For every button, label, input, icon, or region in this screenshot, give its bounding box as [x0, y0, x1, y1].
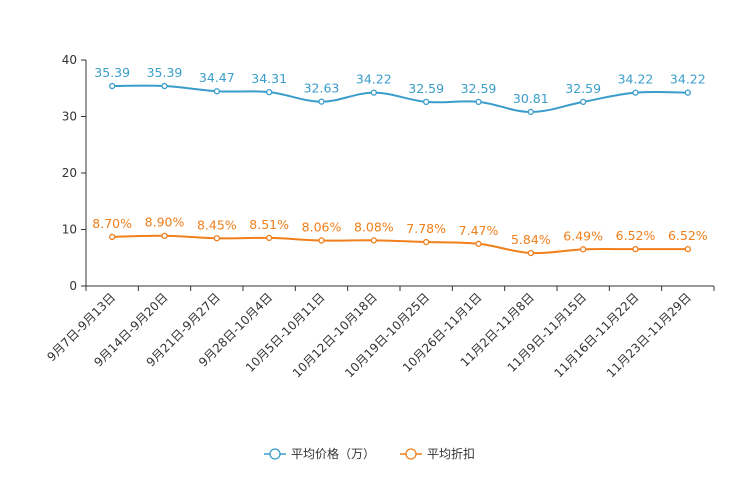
y-tick-label: 30 — [62, 110, 77, 124]
data-point — [423, 98, 430, 106]
data-label: 32.59 — [461, 81, 497, 96]
data-point — [318, 98, 325, 105]
data-point — [213, 235, 220, 242]
data-label: 34.47 — [199, 70, 235, 85]
data-point — [632, 89, 639, 96]
legend-label: 平均价格（万） — [291, 446, 375, 461]
data-point — [318, 237, 325, 244]
data-point — [370, 89, 377, 96]
series-line — [112, 84, 688, 113]
data-label: 7.78% — [406, 221, 446, 236]
legend: 平均价格（万） 平均折扣 — [264, 446, 475, 461]
series-2: 8.70% 8.90% 8.45% 8.51% 8.06% 8.08% 7.78% 7.47%… — [92, 215, 708, 257]
data-point — [527, 108, 534, 116]
data-point — [632, 246, 639, 253]
data-label: 8.70% — [92, 216, 132, 231]
data-label: 6.49% — [563, 228, 603, 243]
data-point — [161, 82, 168, 90]
data-point — [423, 238, 430, 246]
data-point — [109, 82, 116, 90]
data-label: 34.31 — [251, 71, 287, 86]
series-line — [112, 234, 688, 255]
data-point — [213, 88, 220, 95]
y-tick-label: 0 — [69, 279, 77, 293]
data-point — [527, 249, 534, 257]
series-1: 35.39 35.39 34.47 34.31 32.63 34.22 32.59 32.59… — [94, 65, 706, 116]
data-label: 8.06% — [302, 219, 342, 234]
data-label: 6.52% — [616, 228, 656, 243]
data-label: 5.84% — [511, 232, 551, 247]
y-tick-label: 40 — [62, 53, 77, 67]
data-label: 8.51% — [249, 217, 289, 232]
data-label: 7.47% — [459, 223, 499, 238]
data-label: 6.52% — [668, 228, 708, 243]
series-layer: 35.39 35.39 34.47 34.31 32.63 34.22 32.59 32.59… — [92, 65, 708, 257]
data-point — [580, 246, 587, 253]
data-label: 8.45% — [197, 217, 237, 232]
data-point — [580, 98, 587, 106]
legend-label: 平均折扣 — [427, 446, 475, 461]
data-point — [684, 246, 691, 253]
data-point — [161, 232, 168, 239]
data-point — [266, 88, 273, 96]
y-tick-label: 10 — [62, 223, 77, 237]
data-point — [475, 98, 482, 106]
data-label: 32.59 — [408, 81, 444, 96]
data-label: 34.22 — [670, 72, 706, 87]
data-point — [475, 240, 482, 247]
data-point — [109, 233, 116, 240]
data-label: 35.39 — [147, 65, 183, 80]
data-label: 34.22 — [356, 72, 392, 87]
legend-item-2: 平均折扣 — [400, 446, 475, 461]
data-point — [370, 237, 377, 244]
data-label: 34.22 — [618, 72, 654, 87]
data-label: 32.63 — [304, 81, 340, 96]
legend-marker — [405, 448, 417, 460]
legend-marker — [269, 448, 281, 460]
data-label: 30.81 — [513, 91, 549, 106]
data-point — [684, 89, 691, 96]
y-tick-label: 20 — [62, 166, 77, 180]
data-point — [266, 234, 273, 242]
legend-item-1: 平均价格（万） — [264, 446, 375, 461]
data-label: 35.39 — [94, 65, 130, 80]
data-label: 32.59 — [565, 81, 601, 96]
data-label: 8.90% — [145, 215, 185, 230]
data-label: 8.08% — [354, 219, 394, 234]
